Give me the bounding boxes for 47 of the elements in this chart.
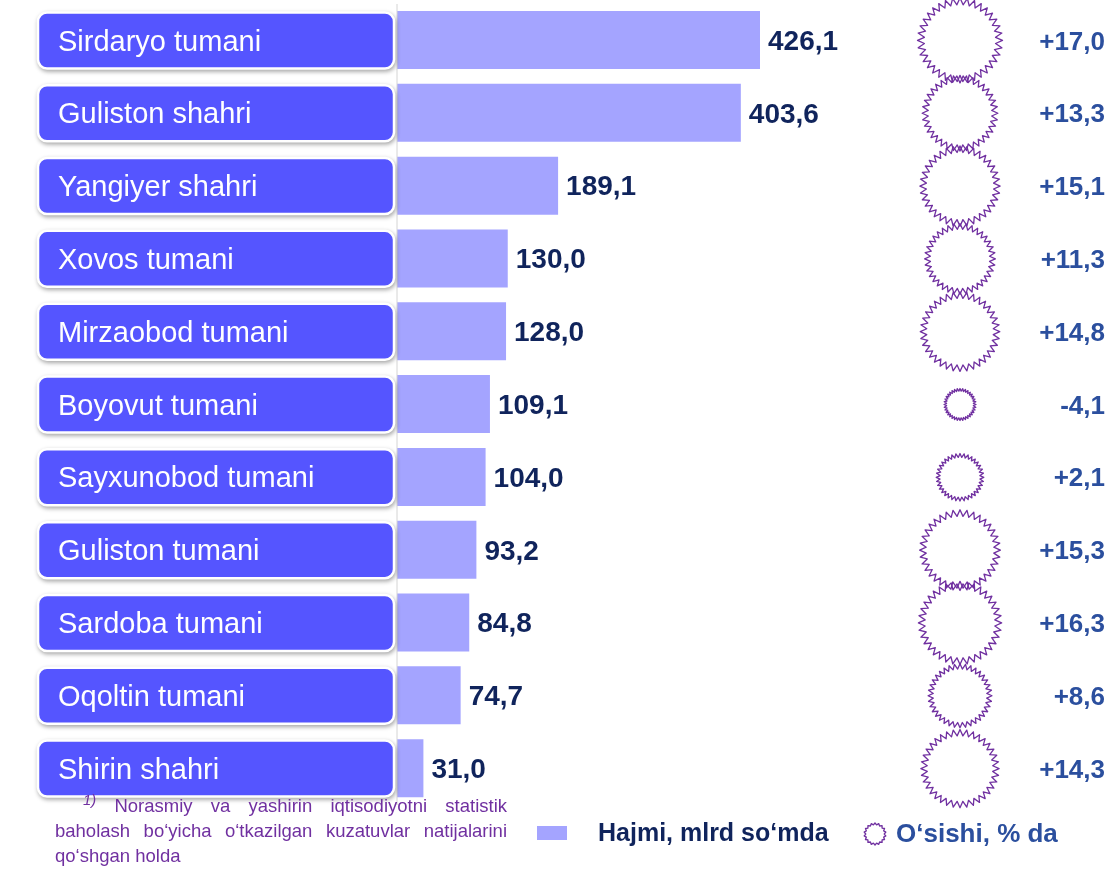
data-label: +17,0 [1039,25,1105,56]
data-label: +16,3 [1039,608,1105,639]
y-tick-label: Guliston shahri [58,97,252,130]
y-tick-label: Shirin shahri [58,752,220,785]
data-label: +13,3 [1039,98,1105,129]
bar [397,11,760,69]
data-label: 403,6 [748,97,819,129]
y-tick-label: Xovos tumani [58,243,234,276]
data-label: 93,2 [484,534,539,566]
data-label: +11,3 [1040,243,1105,274]
data-label: +15,3 [1039,535,1105,566]
data-label: 104,0 [493,461,564,493]
data-label: 109,1 [497,388,569,420]
data-label: 426,1 [768,24,839,56]
bar [397,302,507,361]
bar [397,156,559,215]
bar [397,739,424,798]
data-label: +14,3 [1039,753,1105,784]
bar [397,520,477,579]
legend-label: Hajmi, mlrd so‘mda [598,818,829,847]
y-tick-label: Mirzaobod tumani [58,315,289,348]
bar [397,83,741,142]
bar [397,375,490,434]
data-label: 31,0 [431,752,486,784]
data-label: +14,8 [1039,316,1105,347]
y-tick-label: Sayxunobod tumani [58,461,315,494]
data-label: 130,0 [515,243,586,275]
data-label: 84,8 [477,607,532,639]
bar [397,229,508,288]
data-label: 128,0 [514,316,585,348]
data-label: +2,1 [1053,462,1105,493]
y-tick-label: Guliston tumani [58,534,260,567]
data-label: -4,1 [1060,389,1105,420]
y-tick-label: Sardoba tumani [58,607,263,640]
data-label: 74,7 [468,680,524,712]
y-tick-label: Boyovut tumani [58,388,258,421]
data-label: +8,6 [1053,680,1105,711]
y-tick-label: Yangiyer shahri [58,170,258,203]
data-label: 189,1 [566,170,637,202]
bar [397,593,470,652]
y-tick-label: Oqoltin tumani [58,679,245,712]
bar [397,447,486,506]
data-label: +15,1 [1039,171,1105,202]
text: $^{1)}$ Norasmiy va yashirin iqtisodiyotni statistik baholash bo‘yicha o‘tkazilgan kuzatuvlar natijalarini qo‘shgan holda [55,791,507,866]
y-tick-label: Sirdaryo tumani [58,24,262,57]
legend-label: O‘sishi, % da [896,818,1058,849]
bar [397,666,461,725]
